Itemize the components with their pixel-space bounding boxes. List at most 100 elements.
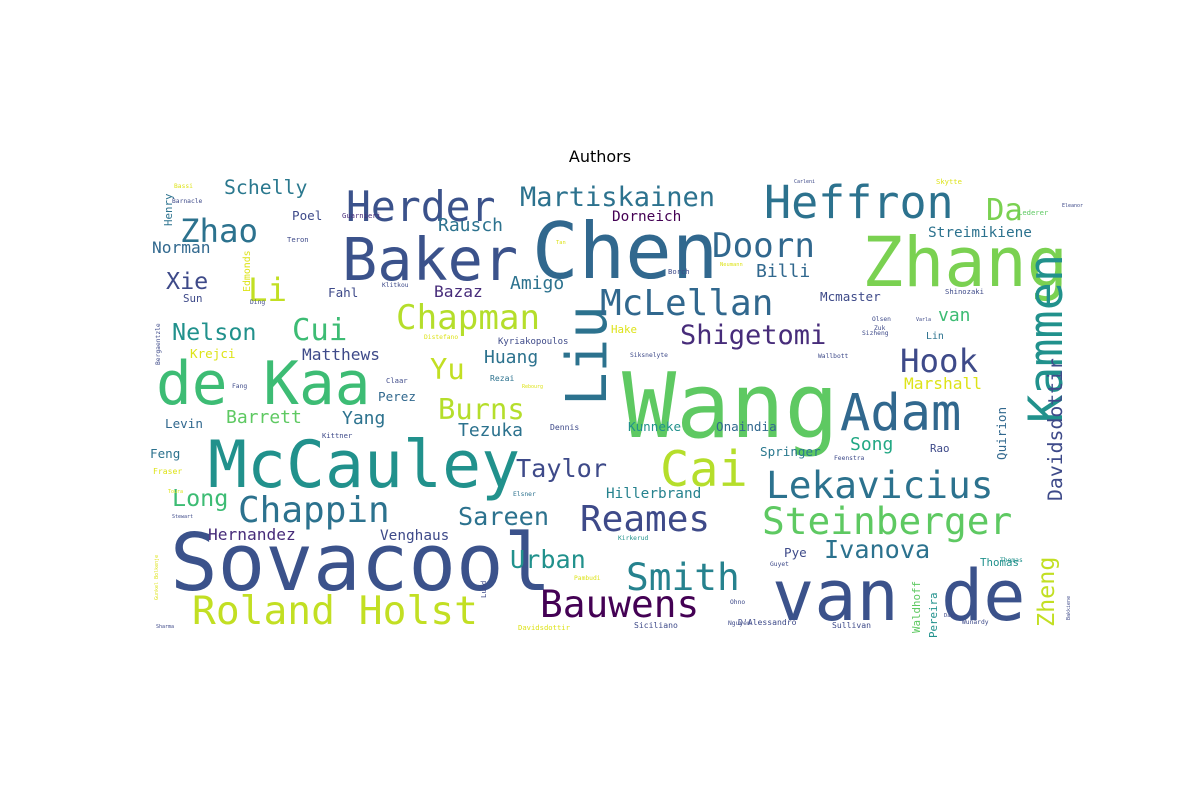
word-mclellan: McLellan (600, 283, 773, 324)
word-zheng: Zheng (1032, 557, 1060, 627)
word-eleanor: Eleanor (1062, 203, 1083, 209)
word-van-de: van de (772, 555, 1026, 637)
word-rausch: Rausch (438, 215, 503, 236)
word-springer: Springer (760, 444, 821, 459)
word-dennis: Dennis (550, 422, 579, 432)
word-pambudi: Pambudi (574, 575, 601, 582)
word-rebourg: Rebourg (522, 384, 543, 390)
word-hillerbrand: Hillerbrand (606, 486, 701, 502)
word-waldhoff: Waldhoff (910, 581, 923, 633)
word-guarnieri: Guarnieri (342, 211, 381, 220)
word-van: van (938, 305, 971, 326)
word-zhao: Zhao (180, 212, 258, 250)
word-song: Song (850, 434, 893, 455)
word-pereira: Pereira (927, 592, 940, 638)
word-li: Li (248, 271, 287, 309)
word-perez: Perez (378, 389, 416, 404)
word-neumann: Neumann (720, 262, 743, 268)
word-edmonds: Edmonds (242, 250, 253, 292)
word-siksnelyte: Siksnelyte (630, 352, 668, 359)
word-hook: Hook (900, 342, 979, 380)
word-mcmaster: Mcmaster (820, 289, 881, 304)
word-wallbott: Wallbott (818, 353, 849, 360)
word-nelson: Nelson (172, 318, 257, 346)
word-reames: Reames (580, 499, 710, 540)
word-kunneke: Kunneke (628, 419, 681, 434)
word-distefano: Distefano (424, 334, 458, 341)
word-varla: Varla (916, 317, 931, 323)
word-long: Long (172, 484, 228, 512)
word-da: Da (986, 193, 1023, 228)
word-feng: Feng (150, 446, 180, 461)
word-hake: Hake (611, 323, 637, 336)
word-ohno: Ohno (730, 599, 745, 606)
word-smith: Smith (626, 555, 740, 599)
word-barnacle: Barnacle (172, 198, 203, 205)
word-roland-holst: Roland Holst (192, 588, 478, 634)
word-olsen: Olsen (872, 316, 891, 323)
word-tezuka: Tezuka (458, 420, 523, 441)
word-cai: Cai (660, 442, 748, 498)
word-chapman: Chapman (396, 298, 540, 338)
word-cui: Cui (292, 313, 347, 348)
word-krejci: Krejci (190, 346, 236, 361)
word-pye: Pye (784, 545, 807, 560)
word-sovacool: Sovacool (170, 516, 551, 609)
word-thomas: Thomas (980, 556, 1019, 569)
word-quirion: Quirion (994, 407, 1009, 460)
word-kyriakopoulos: Kyriakopoulos (498, 337, 568, 347)
word-sareen: Sareen (458, 502, 549, 531)
word-fahl: Fahl (328, 285, 358, 300)
chart-title: Authors (568, 147, 632, 166)
word-kammen: Kammen (1020, 254, 1074, 423)
word-streimikiene: Streimikiene (928, 225, 1032, 241)
word-davidsdottir: Davidsdottir (518, 623, 571, 632)
word-zhang: Zhang (862, 224, 1068, 303)
word-barrett: Barrett (226, 407, 302, 428)
word-nguyen: Nguyen (728, 620, 751, 627)
word-rezai: Rezai (490, 373, 514, 383)
word-lin: Lin (926, 331, 944, 342)
word-ivanova: Ivanova (824, 535, 930, 564)
word-teron: Teron (287, 235, 309, 244)
word-bazaz: Bazaz (434, 282, 483, 301)
word-bassi: Bassi (174, 183, 193, 190)
word-fraser: Fraser (153, 466, 182, 476)
word-onaindia: Onaindia (716, 419, 777, 434)
word-rao: Rao (930, 442, 950, 455)
word-burns: Burns (438, 392, 525, 426)
word-sizheng: Sizheng (862, 330, 889, 337)
word-xie: Xie (166, 267, 208, 295)
word-dang: Dang (944, 613, 957, 619)
word-toura: Toura (168, 489, 183, 495)
word-tan: Tan (556, 240, 566, 246)
word-wang: Wang (622, 354, 839, 459)
word-baker: Baker (342, 226, 518, 294)
word-zuk: Zuk (874, 325, 886, 332)
word-lund: Lund (479, 581, 488, 598)
word-klitkou: Klitkou (382, 282, 409, 289)
word-chappin: Chappin (238, 490, 390, 531)
word-wunardy: Wunardy (962, 619, 989, 626)
word-sullivan: Sullivan (832, 620, 871, 630)
word-kittner: Kittner (322, 431, 353, 440)
word-davidsdottir: Davidsdottir (1044, 358, 1067, 501)
word-herder: Herder (346, 183, 496, 231)
word-mccauley: McCauley (208, 428, 520, 503)
word-chen: Chen (532, 207, 718, 297)
word-feenstra: Feenstra (834, 455, 865, 462)
word-bergaentzle: Bergaentzle (155, 323, 162, 365)
word-venghaus: Venghaus (380, 528, 449, 544)
word-doorn: Doorn (712, 226, 815, 266)
word-yang: Yang (342, 408, 385, 429)
word-stewart: Stewart (172, 514, 193, 520)
word-adam: Adam (840, 383, 961, 442)
word-kirkerud: Kirkerud (618, 535, 649, 542)
word-billi: Billi (756, 261, 810, 282)
word-sun: Sun (183, 292, 203, 305)
word-bauwens: Bauwens (540, 582, 699, 626)
word-thomas: Thomas (1000, 557, 1023, 564)
word-steinberger: Steinberger (762, 499, 1012, 543)
word-amigo: Amigo (510, 273, 564, 294)
